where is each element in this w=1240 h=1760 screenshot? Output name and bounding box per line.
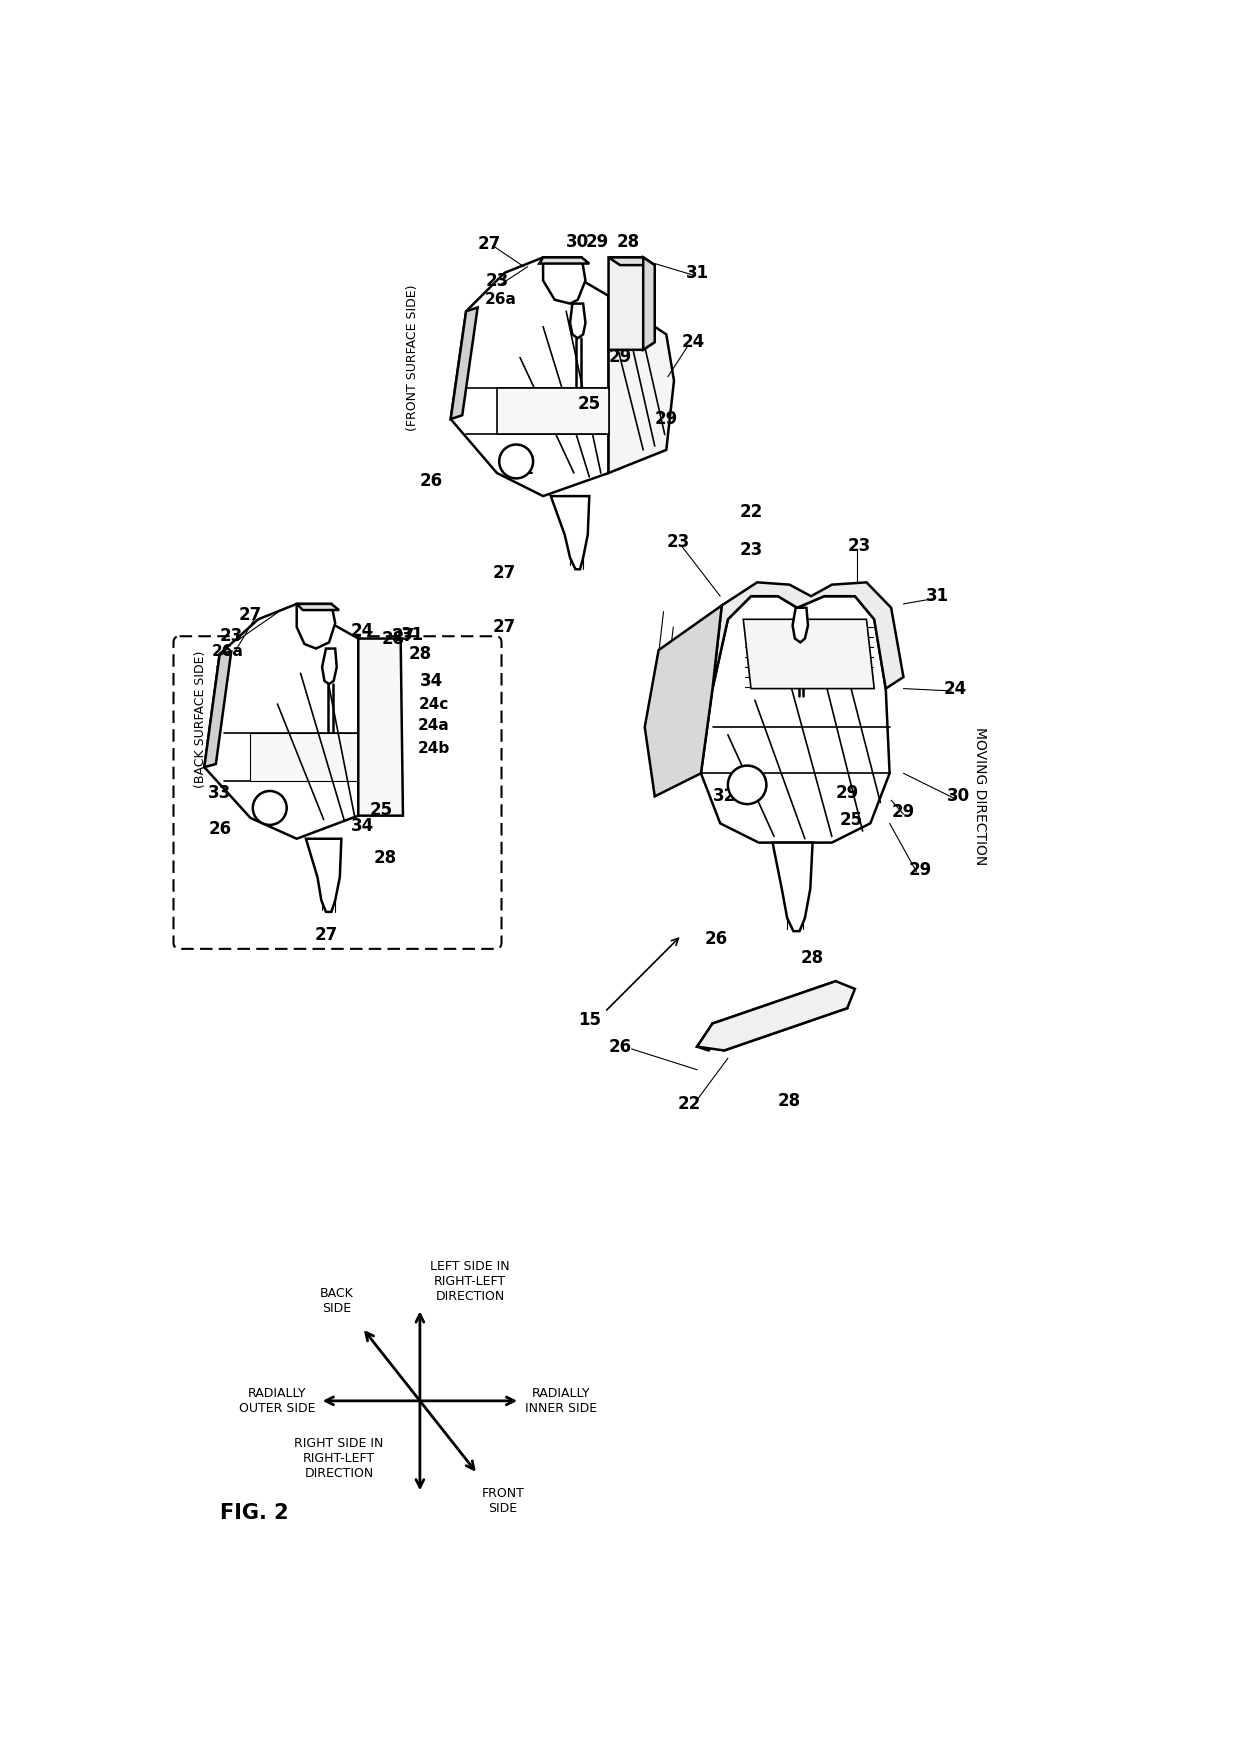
Text: 22: 22 <box>739 503 763 521</box>
Text: 30: 30 <box>567 232 589 252</box>
Circle shape <box>500 445 533 479</box>
Text: FRONT
SIDE: FRONT SIDE <box>481 1487 525 1515</box>
Text: RADIALLY
INNER SIDE: RADIALLY INNER SIDE <box>525 1387 596 1415</box>
Text: 31: 31 <box>401 627 424 644</box>
Polygon shape <box>296 604 335 649</box>
Polygon shape <box>773 843 812 931</box>
Polygon shape <box>205 604 358 840</box>
Text: 29: 29 <box>909 861 932 878</box>
Text: 15: 15 <box>578 1010 601 1028</box>
Text: 26a: 26a <box>485 292 517 308</box>
Text: 27: 27 <box>392 627 414 646</box>
Text: 25: 25 <box>839 811 863 829</box>
Text: 29: 29 <box>655 410 678 428</box>
Polygon shape <box>450 308 477 419</box>
Text: LEFT SIDE IN
RIGHT-LEFT
DIRECTION: LEFT SIDE IN RIGHT-LEFT DIRECTION <box>430 1260 510 1302</box>
Text: 28: 28 <box>616 232 640 252</box>
Text: 28: 28 <box>382 630 404 648</box>
Text: 28: 28 <box>373 848 397 868</box>
Polygon shape <box>792 607 808 642</box>
Polygon shape <box>543 257 585 303</box>
Text: 28: 28 <box>408 644 432 664</box>
Polygon shape <box>697 1024 724 1051</box>
Text: 25: 25 <box>578 394 601 412</box>
Text: 24a: 24a <box>418 718 450 734</box>
Text: 26a: 26a <box>212 644 243 660</box>
Polygon shape <box>306 840 341 912</box>
Polygon shape <box>645 605 722 796</box>
Text: 24c: 24c <box>419 697 449 711</box>
Text: MOVING DIRECTION: MOVING DIRECTION <box>973 727 987 866</box>
Text: 24: 24 <box>682 333 704 350</box>
Text: 23: 23 <box>219 627 243 646</box>
Polygon shape <box>713 982 847 1051</box>
Text: 23: 23 <box>666 533 689 551</box>
Text: 23: 23 <box>739 540 763 560</box>
Polygon shape <box>644 257 655 350</box>
Text: 27: 27 <box>477 234 501 252</box>
Text: 26: 26 <box>208 820 232 838</box>
Text: 31: 31 <box>926 588 949 605</box>
Text: (BACK SURFACE SIDE): (BACK SURFACE SIDE) <box>193 651 207 788</box>
Text: (FRONT SURFACE SIDE): (FRONT SURFACE SIDE) <box>405 285 419 431</box>
Text: 31: 31 <box>686 264 709 282</box>
Polygon shape <box>358 639 403 815</box>
Text: 27: 27 <box>239 607 262 625</box>
Text: 29: 29 <box>585 232 609 252</box>
Text: RIGHT SIDE IN
RIGHT-LEFT
DIRECTION: RIGHT SIDE IN RIGHT-LEFT DIRECTION <box>294 1438 383 1480</box>
Polygon shape <box>743 620 874 688</box>
Text: 24: 24 <box>944 679 967 697</box>
Text: 29: 29 <box>836 783 859 801</box>
Polygon shape <box>450 257 609 496</box>
Text: 27: 27 <box>314 926 337 943</box>
Text: 32: 32 <box>713 787 735 806</box>
Text: 23: 23 <box>847 537 870 554</box>
Text: 28: 28 <box>801 949 825 966</box>
Polygon shape <box>296 604 339 611</box>
Text: 24: 24 <box>351 621 373 641</box>
Circle shape <box>253 790 286 825</box>
Text: 33: 33 <box>208 783 232 801</box>
Text: 26: 26 <box>420 472 443 489</box>
Text: 29: 29 <box>609 348 631 366</box>
Polygon shape <box>609 257 655 350</box>
Text: 23: 23 <box>485 271 508 289</box>
Text: RADIALLY
OUTER SIDE: RADIALLY OUTER SIDE <box>239 1387 316 1415</box>
Polygon shape <box>322 649 337 685</box>
Polygon shape <box>713 583 904 688</box>
Polygon shape <box>250 734 358 781</box>
Polygon shape <box>497 389 609 435</box>
Text: 30: 30 <box>947 787 971 806</box>
Text: FIG. 2: FIG. 2 <box>219 1503 289 1522</box>
Polygon shape <box>551 496 589 568</box>
Polygon shape <box>205 651 231 767</box>
Text: BACK
SIDE: BACK SIDE <box>320 1287 353 1315</box>
Text: 22: 22 <box>678 1095 701 1114</box>
Text: 24b: 24b <box>418 741 450 757</box>
Polygon shape <box>701 597 889 843</box>
Text: 34: 34 <box>420 672 443 690</box>
Circle shape <box>728 766 766 804</box>
Text: 27: 27 <box>494 618 516 635</box>
Text: 34: 34 <box>351 817 373 834</box>
Text: 28: 28 <box>777 1091 801 1109</box>
Text: 32: 32 <box>512 459 536 479</box>
Text: 26: 26 <box>609 1038 631 1056</box>
Polygon shape <box>609 257 655 266</box>
Polygon shape <box>609 296 675 473</box>
Polygon shape <box>697 982 854 1051</box>
Text: 29: 29 <box>892 803 915 820</box>
Text: 26: 26 <box>704 929 728 949</box>
Polygon shape <box>539 257 589 264</box>
Text: 25: 25 <box>370 801 393 818</box>
Polygon shape <box>570 303 585 338</box>
Text: 27: 27 <box>494 565 516 583</box>
